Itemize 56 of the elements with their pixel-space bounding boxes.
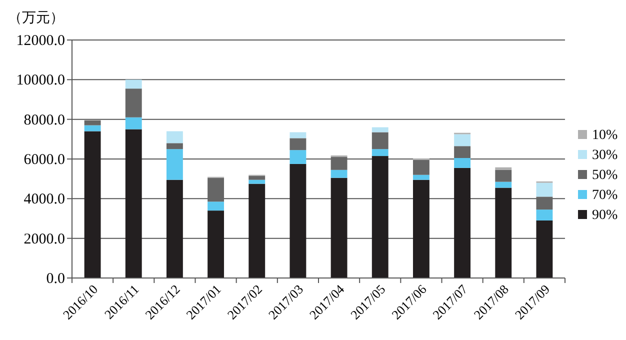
legend-label: 90% [592,208,618,223]
bar [330,170,348,178]
y-tick-label: 0.0 [46,271,65,287]
bar [412,174,430,180]
y-tick-label: 2000.0 [24,231,65,248]
bar [166,149,183,180]
bar [495,170,512,182]
bar [454,134,471,146]
bar [454,158,471,168]
bar [208,210,224,278]
bar [372,127,388,132]
bar [330,157,348,170]
y-tick-label: 8000.0 [24,112,65,128]
bar [495,182,512,188]
bar [84,131,101,278]
legend-label: 50% [592,168,618,183]
bar [248,176,266,180]
bar [372,149,388,156]
bar [84,125,101,132]
bar [248,180,266,184]
bar [166,131,183,144]
bar [125,117,142,130]
bar [536,220,553,278]
bar [125,88,142,118]
bar [166,143,183,150]
bar [412,160,430,175]
bar [536,182,553,197]
bar [290,138,306,150]
bar [125,80,142,89]
y-tick-label: 12000.0 [16,33,65,49]
y-tick-label: 10000.0 [16,72,65,89]
bar [330,178,348,278]
bar [454,146,471,158]
bar [290,132,306,138]
bar [208,202,224,211]
bar [84,120,101,126]
bar [248,184,266,278]
y-tick-label: 6000.0 [24,152,65,168]
y-tick-label: 4000.0 [24,192,65,208]
legend-label: 30% [592,148,618,163]
legend-label: 10% [592,128,618,143]
bar [495,188,512,278]
legend-label: 70% [592,188,618,203]
bar [290,150,306,164]
bar [290,164,306,278]
bar [166,180,183,278]
bar [495,167,512,170]
bar [536,210,553,220]
bar [208,178,224,202]
y-axis-title: （万元） [8,11,64,26]
bar [125,129,142,278]
bar [536,196,553,210]
bar [372,156,388,278]
bar [454,168,471,278]
bar [372,132,388,150]
bar [412,180,430,278]
